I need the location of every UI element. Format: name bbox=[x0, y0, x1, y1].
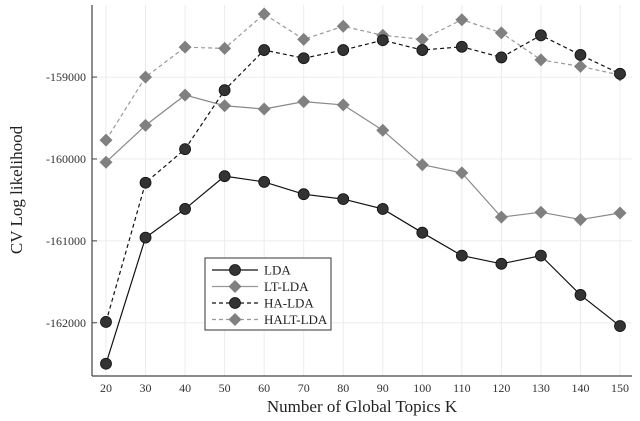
ha-lda-point bbox=[179, 143, 191, 156]
y-tick-label: -162000 bbox=[46, 316, 86, 330]
legend-label: HALT-LDA bbox=[264, 312, 328, 327]
legend-label: HA-LDA bbox=[264, 296, 314, 311]
lt-lda-point bbox=[613, 206, 627, 220]
legend-label: LT-LDA bbox=[264, 279, 309, 294]
lt-lda-point bbox=[573, 213, 587, 227]
halt-lda-point bbox=[573, 59, 587, 73]
ha-lda-point bbox=[258, 44, 271, 56]
ha-lda-point bbox=[297, 52, 310, 65]
halt-lda-line bbox=[105, 13, 621, 141]
x-tick-label: 40 bbox=[179, 381, 191, 395]
ha-lda-point bbox=[535, 29, 547, 42]
lda-point bbox=[258, 176, 271, 188]
ha-lda-point bbox=[100, 316, 112, 328]
series-lda bbox=[100, 170, 626, 370]
lda-point bbox=[139, 231, 152, 244]
ha-lda-point bbox=[574, 49, 587, 61]
ha-lda-point bbox=[455, 40, 468, 53]
halt-lda-point bbox=[534, 53, 548, 67]
halt-lda-point bbox=[455, 13, 469, 27]
lda-point bbox=[614, 320, 626, 332]
y-tick-label: -159000 bbox=[46, 70, 86, 84]
ha-lda-point bbox=[416, 44, 429, 56]
x-tick-label: 140 bbox=[571, 381, 589, 395]
lda-point bbox=[337, 193, 350, 205]
legend-item-ha-lda: HA-LDA bbox=[212, 296, 314, 311]
ha-lda-point bbox=[337, 44, 350, 56]
lda-point bbox=[495, 257, 508, 270]
grid bbox=[92, 5, 632, 376]
lda-point bbox=[297, 188, 310, 201]
axes: 20 30 40 50 60 70 80 90 100 110 120 130 140 150 -15900… bbox=[46, 5, 632, 395]
x-tick-label: 120 bbox=[492, 381, 510, 395]
series-group bbox=[99, 7, 627, 370]
lt-lda-point bbox=[376, 123, 390, 137]
ha-lda-point bbox=[495, 51, 508, 64]
x-tick-label: 110 bbox=[453, 381, 471, 395]
lt-lda-point bbox=[218, 99, 232, 113]
halt-lda-point bbox=[297, 32, 311, 46]
lda-line bbox=[105, 175, 621, 364]
lda-point bbox=[179, 203, 191, 215]
x-tick-label: 150 bbox=[611, 381, 629, 395]
x-tick-label: 60 bbox=[258, 381, 270, 395]
lda-point bbox=[574, 289, 587, 301]
halt-lda-point bbox=[99, 133, 113, 147]
y-axis-label: CV Log likelihood bbox=[7, 125, 26, 254]
legend-item-halt-lda: HALT-LDA bbox=[212, 312, 328, 327]
halt-lda-point bbox=[218, 41, 232, 55]
halt-lda-point bbox=[139, 70, 153, 84]
x-tick-label: 70 bbox=[298, 381, 310, 395]
lda-point bbox=[455, 249, 468, 262]
y-tick-label: -160000 bbox=[46, 152, 86, 166]
lt-lda-point bbox=[297, 95, 311, 109]
ha-lda-point bbox=[614, 67, 626, 80]
x-tick-label: 130 bbox=[532, 381, 550, 395]
lt-lda-point bbox=[139, 118, 153, 132]
lt-lda-line bbox=[105, 94, 621, 221]
legend-marker bbox=[228, 313, 242, 326]
ha-lda-point bbox=[376, 34, 389, 47]
ha-lda-line bbox=[105, 34, 621, 323]
lda-point bbox=[218, 170, 231, 183]
lt-lda-point bbox=[494, 210, 508, 224]
lt-lda-point bbox=[336, 98, 350, 112]
x-axis-label: Number of Global Topics K bbox=[267, 397, 458, 416]
lt-lda-point bbox=[99, 155, 113, 169]
legend-marker bbox=[228, 280, 242, 293]
lt-lda-point bbox=[455, 166, 469, 180]
lda-point bbox=[416, 226, 429, 239]
legend-marker bbox=[229, 297, 241, 309]
lt-lda-point bbox=[257, 102, 271, 116]
lt-lda-point bbox=[415, 158, 429, 172]
ha-lda-point bbox=[218, 84, 231, 97]
lt-lda-point bbox=[178, 88, 192, 102]
lda-point bbox=[376, 203, 389, 215]
x-tick-label: 20 bbox=[100, 381, 112, 395]
ha-lda-point bbox=[139, 176, 152, 189]
halt-lda-point bbox=[178, 40, 192, 54]
legend-marker bbox=[229, 264, 241, 276]
series-lt-lda bbox=[99, 88, 627, 227]
lda-point bbox=[100, 357, 112, 370]
x-tick-label: 50 bbox=[219, 381, 231, 395]
lda-point bbox=[535, 249, 547, 262]
x-tick-label: 30 bbox=[140, 381, 152, 395]
x-tick-label: 80 bbox=[337, 381, 349, 395]
halt-lda-point bbox=[494, 26, 508, 40]
legend-item-lt-lda: LT-LDA bbox=[212, 279, 309, 294]
legend-label: LDA bbox=[264, 263, 291, 278]
lt-lda-point bbox=[534, 205, 548, 219]
series-ha-lda bbox=[100, 29, 626, 328]
x-tick-label: 100 bbox=[413, 381, 431, 395]
halt-lda-point bbox=[336, 19, 350, 33]
halt-lda-point bbox=[415, 32, 429, 46]
y-tick-label: -161000 bbox=[46, 234, 86, 248]
x-tick-label: 90 bbox=[377, 381, 389, 395]
halt-lda-point bbox=[257, 7, 271, 21]
legend-item-lda: LDA bbox=[212, 263, 291, 278]
